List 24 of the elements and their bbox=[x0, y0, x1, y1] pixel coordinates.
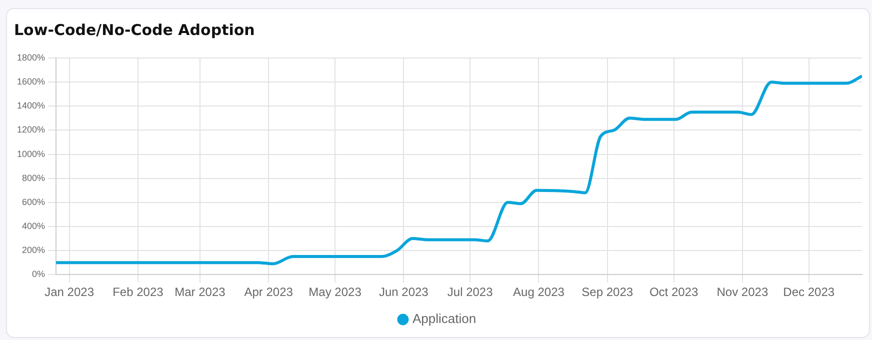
y-tick-label: 1400% bbox=[16, 100, 46, 111]
x-tick-label: Dec 2023 bbox=[783, 285, 835, 300]
chart-title: Low-Code/No-Code Adoption bbox=[14, 20, 255, 39]
x-tick-label: Jun 2023 bbox=[378, 285, 429, 300]
y-tick-label: 800% bbox=[22, 172, 46, 183]
x-tick-label: Jul 2023 bbox=[447, 285, 494, 300]
x-tick-label: May 2023 bbox=[308, 285, 362, 300]
legend-label: Application bbox=[412, 311, 476, 326]
y-tick-label: 600% bbox=[22, 196, 46, 207]
y-tick-label: 1600% bbox=[16, 76, 46, 87]
y-tick-label: 1800% bbox=[16, 52, 46, 62]
y-tick-label: 1200% bbox=[16, 124, 46, 135]
x-tick-label: Sep 2023 bbox=[582, 285, 634, 300]
y-tick-label: 400% bbox=[22, 220, 46, 231]
y-tick-label: 1000% bbox=[16, 148, 46, 159]
x-tick-label: Mar 2023 bbox=[174, 285, 226, 300]
y-tick-label: 200% bbox=[22, 245, 46, 256]
x-tick-label: Apr 2023 bbox=[244, 285, 294, 300]
x-tick-label: Aug 2023 bbox=[513, 285, 565, 300]
y-tick-label: 0% bbox=[32, 269, 46, 280]
x-tick-label: Oct 2023 bbox=[649, 285, 698, 300]
x-tick-label: Jan 2023 bbox=[44, 285, 94, 300]
x-tick-label: Feb 2023 bbox=[112, 285, 164, 300]
x-tick-label: Nov 2023 bbox=[716, 285, 768, 300]
